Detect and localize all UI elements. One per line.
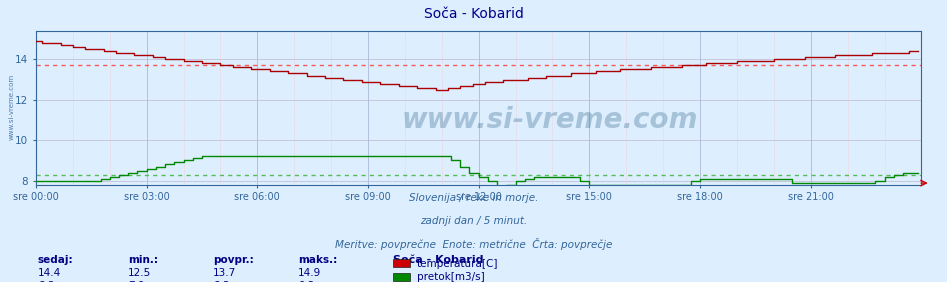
Text: temperatura[C]: temperatura[C] [417,259,498,269]
Text: maks.:: maks.: [298,255,337,265]
Text: min.:: min.: [128,255,158,265]
Text: 8.3: 8.3 [38,281,55,282]
Text: zadnji dan / 5 minut.: zadnji dan / 5 minut. [420,216,527,226]
Text: Meritve: povprečne  Enote: metrične  Črta: povprečje: Meritve: povprečne Enote: metrične Črta:… [335,238,612,250]
Text: sedaj:: sedaj: [38,255,74,265]
Text: 13.7: 13.7 [213,268,237,278]
Text: pretok[m3/s]: pretok[m3/s] [417,272,485,282]
Text: 7.9: 7.9 [128,281,145,282]
Text: 12.5: 12.5 [128,268,152,278]
Text: www.si-vreme.com: www.si-vreme.com [402,106,698,134]
Text: www.si-vreme.com: www.si-vreme.com [9,74,14,140]
Text: 9.2: 9.2 [298,281,315,282]
Text: 14.4: 14.4 [38,268,62,278]
Text: povpr.:: povpr.: [213,255,254,265]
Text: Soča - Kobarid: Soča - Kobarid [393,255,484,265]
Text: 14.9: 14.9 [298,268,322,278]
Text: Soča - Kobarid: Soča - Kobarid [423,7,524,21]
Text: 8.3: 8.3 [213,281,230,282]
Text: Slovenija / reke in morje.: Slovenija / reke in morje. [409,193,538,203]
